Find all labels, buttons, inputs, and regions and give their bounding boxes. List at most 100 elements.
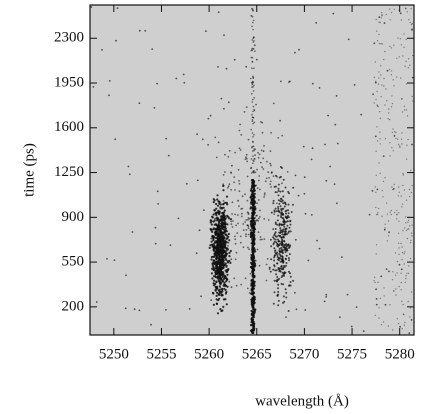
speck bbox=[389, 19, 391, 21]
speck bbox=[273, 254, 276, 257]
speck bbox=[287, 190, 290, 193]
speck bbox=[250, 201, 253, 204]
speck bbox=[203, 209, 205, 212]
speck bbox=[216, 204, 220, 207]
speck bbox=[376, 30, 378, 32]
speck bbox=[405, 158, 408, 160]
speck bbox=[410, 169, 412, 171]
speck bbox=[396, 214, 398, 216]
speck bbox=[228, 149, 231, 152]
speck bbox=[390, 47, 393, 49]
y-tick-label: 1600 bbox=[54, 119, 84, 135]
speck bbox=[283, 248, 285, 251]
speck bbox=[220, 309, 223, 313]
speck bbox=[382, 196, 384, 198]
speck bbox=[392, 271, 394, 273]
speck bbox=[375, 18, 377, 21]
speck bbox=[235, 284, 238, 287]
speck bbox=[251, 56, 254, 59]
speck bbox=[279, 227, 282, 230]
speck bbox=[252, 110, 254, 113]
speck bbox=[165, 309, 167, 311]
speck bbox=[215, 294, 218, 297]
speck bbox=[384, 138, 387, 140]
speck bbox=[226, 247, 229, 250]
speck bbox=[252, 116, 254, 119]
speck bbox=[289, 230, 292, 233]
speck bbox=[216, 243, 219, 245]
speck bbox=[231, 201, 234, 204]
speck bbox=[244, 193, 246, 196]
speck bbox=[185, 182, 188, 185]
speck bbox=[277, 207, 280, 210]
speck bbox=[212, 243, 215, 246]
speck bbox=[380, 74, 382, 76]
speck bbox=[409, 316, 411, 318]
speck bbox=[221, 276, 224, 279]
speck bbox=[251, 101, 254, 103]
speck bbox=[281, 182, 283, 185]
speck bbox=[153, 107, 156, 109]
speck bbox=[242, 223, 245, 225]
speck bbox=[398, 253, 400, 256]
speck bbox=[285, 220, 288, 223]
speck bbox=[268, 268, 271, 271]
speck bbox=[253, 228, 257, 231]
speck bbox=[219, 308, 222, 311]
speck bbox=[250, 158, 253, 160]
speck bbox=[225, 237, 228, 240]
speck bbox=[251, 25, 253, 28]
speck bbox=[221, 249, 224, 252]
speck bbox=[225, 241, 228, 244]
speck bbox=[396, 76, 398, 78]
speck bbox=[272, 302, 275, 305]
speck bbox=[217, 11, 220, 14]
speck bbox=[220, 240, 223, 243]
speck bbox=[411, 28, 413, 31]
speck bbox=[375, 80, 377, 83]
speck bbox=[218, 256, 222, 259]
speck bbox=[251, 82, 254, 84]
speck bbox=[253, 234, 256, 237]
speck bbox=[212, 292, 215, 295]
speck bbox=[274, 251, 276, 254]
speck bbox=[280, 236, 283, 239]
speck bbox=[217, 141, 220, 144]
speck bbox=[282, 266, 285, 269]
speck bbox=[214, 136, 217, 139]
speck bbox=[400, 268, 403, 271]
speck bbox=[383, 228, 386, 231]
speck bbox=[384, 227, 386, 229]
speck bbox=[402, 55, 404, 57]
speck bbox=[374, 135, 377, 138]
speck bbox=[221, 288, 224, 291]
speck bbox=[224, 171, 226, 173]
speck bbox=[377, 207, 380, 210]
speck bbox=[278, 267, 281, 270]
speck bbox=[210, 272, 213, 275]
speck bbox=[222, 184, 225, 187]
speck bbox=[232, 220, 234, 222]
speck bbox=[216, 229, 219, 232]
speck bbox=[265, 177, 268, 180]
y-tick-label: 900 bbox=[62, 209, 85, 225]
speck bbox=[287, 203, 290, 206]
speck bbox=[400, 138, 403, 140]
speck bbox=[379, 117, 382, 120]
speck bbox=[214, 217, 216, 220]
speck bbox=[315, 21, 318, 24]
speck bbox=[379, 131, 381, 133]
speck bbox=[215, 249, 218, 252]
speck bbox=[281, 233, 284, 236]
speck bbox=[250, 233, 253, 236]
speck bbox=[237, 214, 239, 216]
speck bbox=[297, 194, 300, 197]
y-tick-label: 550 bbox=[62, 254, 85, 270]
speck bbox=[280, 80, 282, 83]
speck bbox=[383, 287, 385, 289]
speck bbox=[272, 268, 275, 271]
speck bbox=[218, 248, 221, 251]
speck bbox=[407, 221, 409, 223]
speck bbox=[276, 258, 279, 261]
